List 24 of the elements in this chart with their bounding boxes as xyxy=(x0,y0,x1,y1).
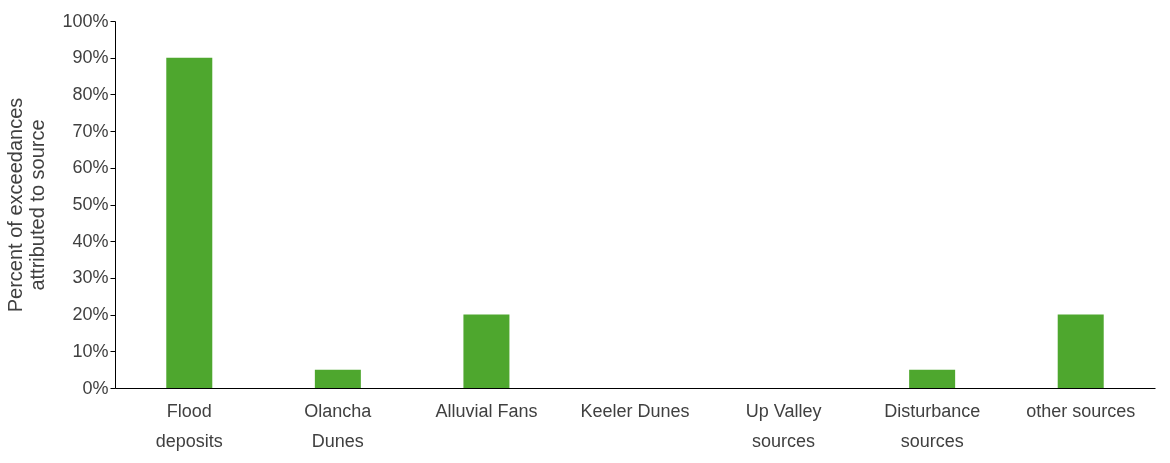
bar xyxy=(1057,314,1104,388)
x-tick-label: Alluvial Fans xyxy=(435,400,538,421)
bar xyxy=(463,314,510,388)
x-tick-label: Flood deposits xyxy=(155,400,223,451)
bar xyxy=(166,57,213,388)
y-tick-label: 100% xyxy=(62,10,109,31)
bar xyxy=(909,369,956,388)
x-tick-label: Disturbance sources xyxy=(884,400,981,451)
y-tick-label: 10% xyxy=(72,340,109,361)
y-tick-label: 30% xyxy=(72,267,109,288)
bar xyxy=(314,369,361,388)
x-tick-label: Olancha Dunes xyxy=(304,400,373,451)
y-tick-label: 60% xyxy=(72,157,109,178)
x-tick-label: other sources xyxy=(1026,400,1136,421)
x-tick-label: Keeler Dunes xyxy=(580,400,690,421)
y-tick-label: 40% xyxy=(72,230,109,251)
y-tick-label: 50% xyxy=(72,194,109,214)
y-tick-label: 80% xyxy=(72,83,109,104)
y-axis-title: Percent of exceedances attributed to source xyxy=(4,97,49,313)
y-tick-label: 90% xyxy=(72,47,109,68)
y-tick-label: 70% xyxy=(72,120,109,141)
y-tick-label: 20% xyxy=(72,304,109,325)
x-tick-label: Up Valley sources xyxy=(745,400,822,451)
y-tick-label: 0% xyxy=(82,377,109,398)
